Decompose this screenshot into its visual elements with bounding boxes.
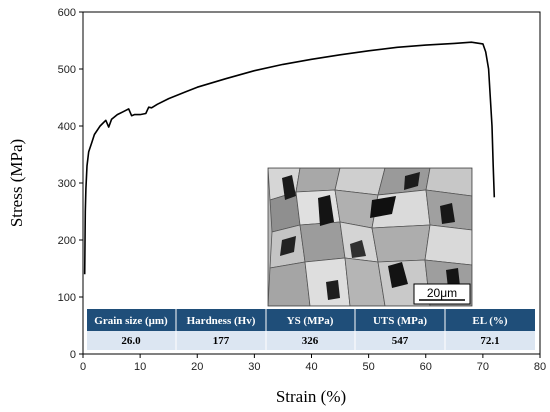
y-tick-label: 500 <box>58 64 76 76</box>
table-header-grain-size: Grain size (μm) <box>94 315 168 327</box>
properties-table: Grain size (μm) Hardness (Hv) YS (MPa) U… <box>87 309 535 350</box>
table-value-hardness: 177 <box>213 335 230 347</box>
x-tick-label: 80 <box>534 361 546 373</box>
y-tick-label: 200 <box>58 235 76 247</box>
x-tick-label: 60 <box>420 361 432 373</box>
y-tick-label: 600 <box>58 7 76 19</box>
y-tick-label: 400 <box>58 121 76 133</box>
scale-bar-label: 20μm <box>427 286 457 300</box>
table-value-row <box>87 331 535 350</box>
y-axis-title: Stress (MPa) <box>7 139 26 227</box>
x-tick-label: 70 <box>477 361 489 373</box>
x-tick-label: 30 <box>248 361 260 373</box>
table-value-ys: 326 <box>302 335 319 347</box>
stress-strain-curve <box>83 41 496 275</box>
y-tick-label: 300 <box>58 178 76 190</box>
x-tick-label: 0 <box>80 361 86 373</box>
table-value-uts: 547 <box>392 335 409 347</box>
table-value-grain-size: 26.0 <box>121 335 141 347</box>
x-tick-label: 10 <box>134 361 146 373</box>
table-header-el: EL (%) <box>472 315 507 327</box>
table-value-el: 72.1 <box>480 335 499 347</box>
x-tick-label: 20 <box>191 361 203 373</box>
table-header-ys: YS (MPa) <box>287 315 334 327</box>
scale-bar-box <box>413 283 471 305</box>
table-header-row <box>87 309 535 331</box>
y-tick-label: 100 <box>58 292 76 304</box>
table-header-uts: UTS (MPa) <box>373 315 427 327</box>
table-header-hardness: Hardness (Hv) <box>187 315 256 327</box>
micrograph-image: 20μm <box>267 167 473 307</box>
x-tick-label: 50 <box>363 361 375 373</box>
x-tick-label: 40 <box>305 361 317 373</box>
x-axis-title: Strain (%) <box>276 387 346 406</box>
axis-ticks: 0 10 20 30 40 50 60 70 80 0 100 200 300 400 500 600 <box>58 7 546 373</box>
y-tick-label: 0 <box>70 349 76 361</box>
